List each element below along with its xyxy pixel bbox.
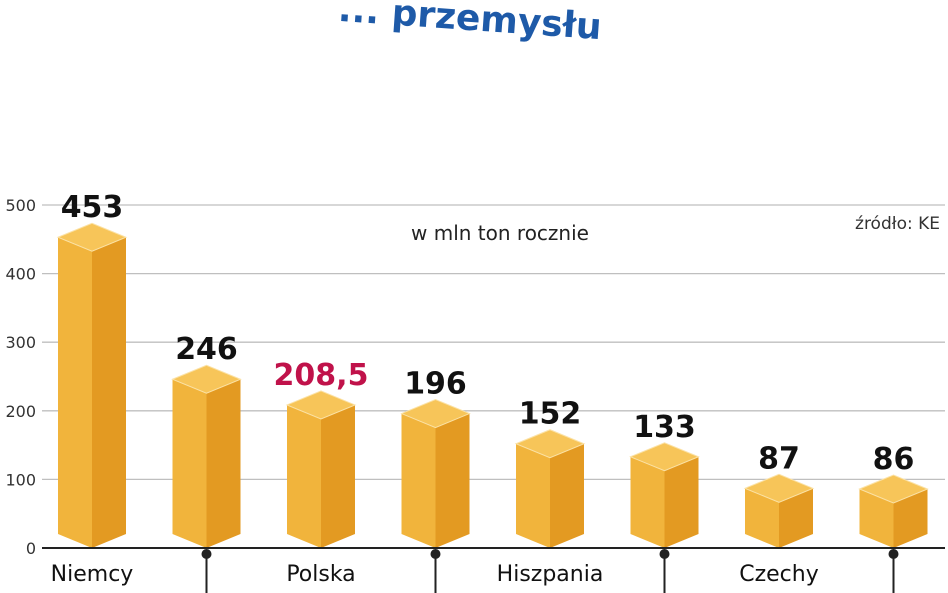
bars [56, 222, 929, 548]
category-labels: Niemcy Polska Hiszpania Czechy [51, 562, 819, 587]
unit-label: w mln ton rocznie [411, 221, 589, 245]
category-marker [430, 549, 441, 593]
value-label: 152 [519, 397, 582, 432]
value-label: 208,5 [274, 358, 369, 393]
bar-top-face [171, 364, 242, 394]
bar [56, 222, 128, 548]
value-labels: 453 246 208,5 196 152 133 87 86 [61, 190, 915, 477]
y-tick-label: 400 [5, 265, 36, 284]
value-label: 87 [758, 441, 800, 476]
bar-front-face [516, 443, 550, 548]
bar-top-face [514, 429, 586, 459]
bar-front-face [401, 413, 436, 548]
category-label: Hiszpania [497, 562, 604, 587]
bar [514, 429, 586, 548]
bar-side-face [779, 488, 813, 548]
category-label: Czechy [739, 562, 819, 587]
bar [743, 473, 815, 548]
bar-side-face [321, 404, 355, 548]
bar-side-face [550, 443, 584, 548]
value-label: 196 [404, 367, 467, 402]
bar-top-face [56, 222, 128, 252]
category-marker [659, 549, 670, 593]
y-tick-label: 300 [5, 333, 36, 352]
bar-front-face [745, 488, 779, 548]
bar-top-face [629, 442, 700, 472]
bar [171, 364, 242, 548]
bar-side-face [92, 237, 126, 548]
value-label: 86 [873, 442, 915, 477]
bar-front-face [58, 237, 92, 548]
bar-top-face [858, 474, 929, 504]
bar-top-face [285, 390, 357, 420]
category-markers [201, 549, 899, 593]
bar [629, 442, 700, 548]
bar [400, 399, 471, 548]
bar-side-face [435, 413, 470, 548]
y-tick-label: 0 [26, 539, 36, 558]
value-label: 133 [633, 410, 696, 445]
y-axis: 0 100 200 300 400 500 [5, 196, 36, 558]
bar-top-face [743, 473, 815, 503]
bar-front-face [287, 404, 321, 548]
bar [285, 390, 357, 548]
bar-front-face [859, 489, 894, 548]
bar-side-face [206, 379, 241, 548]
category-label: Niemcy [51, 562, 134, 587]
y-tick-label: 100 [5, 470, 36, 489]
bar-side-face [893, 489, 928, 548]
bar-top-face [400, 399, 471, 429]
category-marker [201, 549, 212, 593]
source-label: źródło: KE [855, 214, 940, 234]
bar [858, 474, 929, 548]
value-label: 246 [175, 332, 238, 367]
bar-front-face [172, 379, 207, 548]
y-tick-label: 500 [5, 196, 36, 215]
bar-front-face [630, 456, 665, 548]
bar-side-face [664, 456, 699, 548]
chart-title: ... przemysłu [337, 0, 603, 48]
category-marker [888, 549, 899, 593]
category-label: Polska [286, 562, 355, 587]
value-label: 453 [61, 190, 124, 225]
y-tick-label: 200 [5, 402, 36, 421]
